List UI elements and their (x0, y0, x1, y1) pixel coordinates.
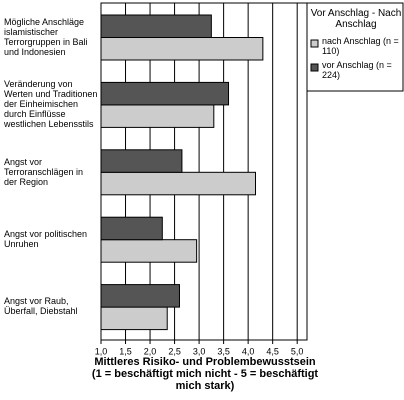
x-tick-label: 1,5 (119, 346, 132, 356)
bar (100, 171, 256, 196)
y-tick-label: Mögliche Anschläge islamistischer Terror… (4, 16, 88, 57)
x-axis-label: Mittleres Risiko- und Problembewusstsein… (91, 356, 319, 392)
x-tick-label: 1,0 (95, 346, 108, 356)
x-tick-label: 4,5 (266, 346, 279, 356)
legend-swatch (310, 39, 319, 48)
legend-label: nach Anschlag (n = 110) (322, 36, 399, 56)
bar (100, 306, 168, 331)
bar (100, 37, 264, 61)
x-tick-label: 3,5 (217, 346, 230, 356)
x-tick-label: 3,0 (193, 346, 206, 356)
bar (100, 104, 215, 128)
bar (100, 284, 180, 308)
x-tick-label: 4,0 (242, 346, 255, 356)
legend-swatch (310, 63, 319, 72)
legend-label: vor Anschlag (n = 224) (322, 60, 392, 80)
bar (100, 149, 183, 173)
legend-title: Vor Anschlag - Nach Anschlag (310, 8, 402, 30)
x-tick-label: 2,5 (168, 346, 181, 356)
bar (100, 14, 212, 38)
bar (100, 216, 163, 241)
x-tick-label: 2,0 (144, 346, 157, 356)
y-tick-label: Veränderung von Werten und Traditionen d… (4, 79, 98, 130)
y-tick-label: Angst vor Raub, Überfall, Diebstahl (4, 296, 78, 317)
bar (100, 81, 230, 106)
y-tick-label: Angst vor Terroranschlägen in der Region (4, 156, 84, 187)
y-tick-label: Angst vor politischen Unruhen (4, 228, 88, 249)
legend-box (306, 2, 404, 92)
bar (100, 239, 198, 263)
x-tick-label: 5,0 (291, 346, 304, 356)
